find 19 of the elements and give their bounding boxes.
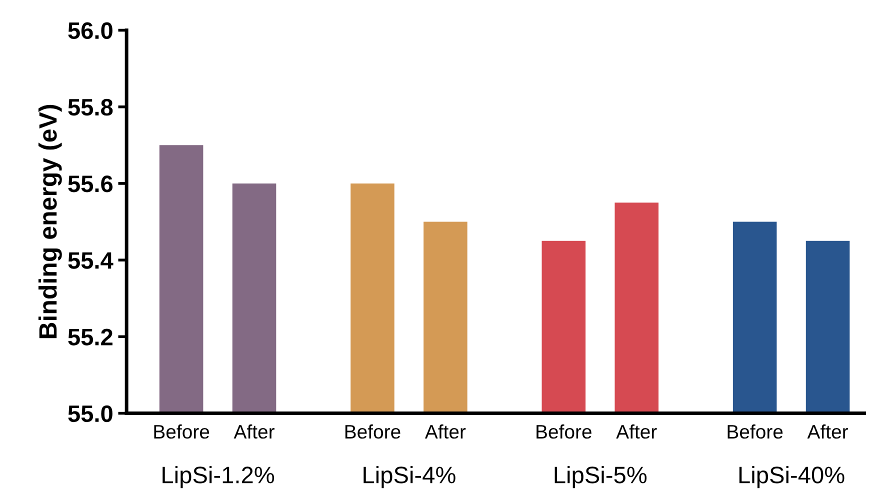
y-axis-title: Binding energy (eV) <box>38 104 62 338</box>
y-tick-label: 56.0 <box>68 22 112 40</box>
x-tick-label: Before <box>728 424 783 439</box>
text: LipSi-40% <box>739 466 844 488</box>
text: LipSi-1.2% <box>162 466 274 488</box>
x-tick-label: Before <box>536 424 592 439</box>
text: LipSi-5% <box>554 466 647 488</box>
text: LipSi-4% <box>364 466 456 488</box>
y-tick-label: 55.4 <box>68 252 114 269</box>
x-tick-label: After <box>807 424 848 439</box>
x-tick-label: After <box>234 424 274 439</box>
y-tick-label: 55.2 <box>68 328 112 346</box>
y-tick-label: 55.0 <box>68 405 112 422</box>
y-tick-label: 55.6 <box>68 176 113 192</box>
x-tick-label: Before <box>154 424 210 439</box>
y-tick-label: 55.8 <box>68 98 113 116</box>
x-tick-label: After <box>616 424 657 439</box>
x-tick-label: Before <box>345 424 400 439</box>
x-tick-label: After <box>424 424 466 439</box>
